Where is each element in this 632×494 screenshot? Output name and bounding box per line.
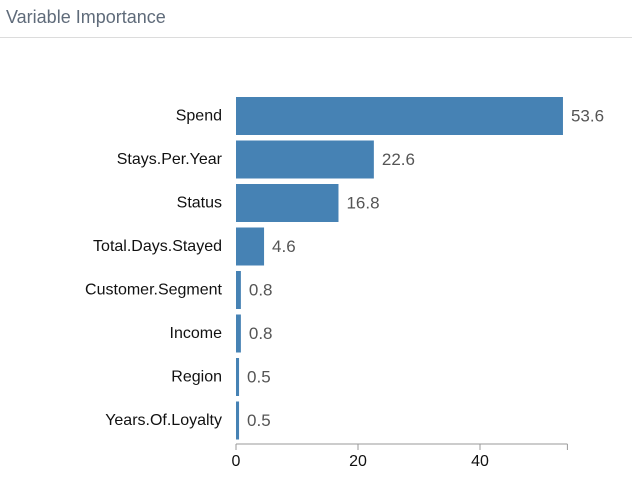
bar: [236, 314, 241, 353]
category-label: Status: [177, 195, 222, 212]
data-label: 22.6: [382, 150, 415, 169]
bars-layer: [236, 97, 563, 440]
bar: [236, 184, 339, 222]
category-label: Spend: [176, 108, 222, 125]
data-label: 0.8: [249, 324, 273, 343]
data-label: 0.5: [247, 411, 271, 430]
x-tick-label: 40: [471, 453, 489, 470]
data-label: 4.6: [272, 237, 296, 256]
category-label: Customer.Segment: [85, 282, 223, 299]
panel-header: Variable Importance: [0, 0, 632, 38]
category-label: Total.Days.Stayed: [93, 238, 222, 255]
bar: [236, 271, 241, 309]
category-label: Years.Of.Loyalty: [105, 412, 222, 429]
bar: [236, 227, 265, 266]
variable-importance-chart: Spend Stays.Per.Year Status Total.Days.Stay…: [85, 97, 604, 470]
value-labels-layer: 53.6 22.6 16.8 4.6 0.8 0.8 0.5 0.5: [247, 107, 604, 431]
bar: [236, 140, 374, 179]
panel-title: Variable Importance: [6, 7, 166, 27]
x-tick-label: 20: [349, 453, 367, 470]
bar: [236, 97, 563, 135]
category-label: Stays.Per.Year: [117, 151, 223, 168]
data-label: 16.8: [346, 194, 379, 213]
x-axis: 0 20 40: [232, 443, 568, 470]
data-label: 53.6: [571, 107, 604, 126]
data-label: 0.8: [249, 281, 273, 300]
category-labels-layer: Spend Stays.Per.Year Status Total.Days.Stay…: [85, 108, 223, 430]
bar: [236, 358, 240, 396]
category-label: Region: [171, 369, 222, 386]
x-tick-label: 0: [232, 453, 241, 470]
category-label: Income: [170, 325, 223, 342]
bar: [236, 401, 240, 440]
data-label: 0.5: [247, 368, 271, 387]
